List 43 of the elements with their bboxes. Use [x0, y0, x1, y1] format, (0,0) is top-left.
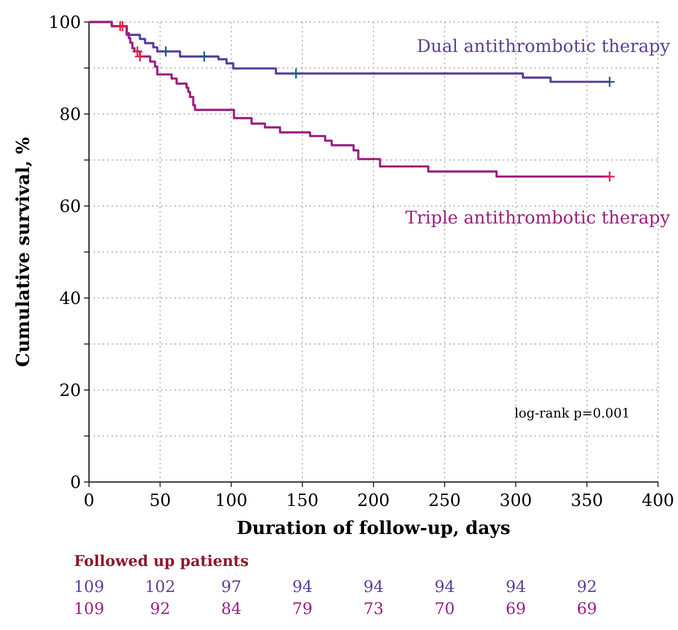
y-axis-title: Cumulative survival, %	[13, 137, 34, 367]
text: 69	[506, 599, 526, 618]
x-tick-label: 400	[642, 491, 674, 511]
y-tick-label: 40	[59, 288, 81, 309]
text: 92	[576, 577, 598, 596]
point	[290, 68, 302, 80]
text: 84	[221, 599, 242, 618]
point	[604, 76, 616, 88]
text: 97	[221, 577, 242, 596]
text: Followed up patients	[74, 552, 249, 570]
text: 94	[363, 577, 384, 596]
text: 94	[434, 577, 455, 596]
y-tick-label: 60	[59, 196, 81, 217]
point	[160, 46, 172, 58]
text: 70	[434, 599, 455, 618]
point	[116, 20, 128, 32]
text: Triple antithrombotic therapy	[405, 208, 670, 229]
x-tick-label: 150	[286, 491, 319, 511]
point	[198, 50, 210, 62]
x-tick-label: 200	[357, 491, 390, 511]
text: 69	[576, 599, 598, 618]
text: 79	[292, 599, 313, 618]
x-tick-label: 250	[428, 491, 461, 511]
x-tick-label: 300	[500, 491, 532, 511]
y-tick-label: 100	[48, 12, 81, 33]
text: 94	[292, 577, 313, 596]
series-label: Dual antithrombotic therapy	[416, 36, 670, 57]
x-axis-title: Duration of follow-up, days	[236, 518, 510, 539]
text: 109	[74, 577, 104, 596]
x-tick-label: 350	[570, 491, 604, 511]
text: 102	[144, 577, 176, 596]
y-tick-label: 0	[70, 472, 81, 493]
annotation: log-rank p=0.001	[514, 406, 630, 422]
x-tick-label: 0	[84, 491, 94, 511]
point	[604, 170, 616, 182]
text: 94	[506, 577, 526, 596]
x-tick-label: 50	[149, 491, 171, 511]
y-tick-label: 20	[59, 380, 81, 401]
text: 73	[363, 599, 384, 618]
text: 109	[74, 599, 104, 618]
text: 92	[150, 599, 170, 618]
x-tick-label: 100	[215, 491, 248, 511]
y-tick-label: 80	[59, 104, 81, 125]
